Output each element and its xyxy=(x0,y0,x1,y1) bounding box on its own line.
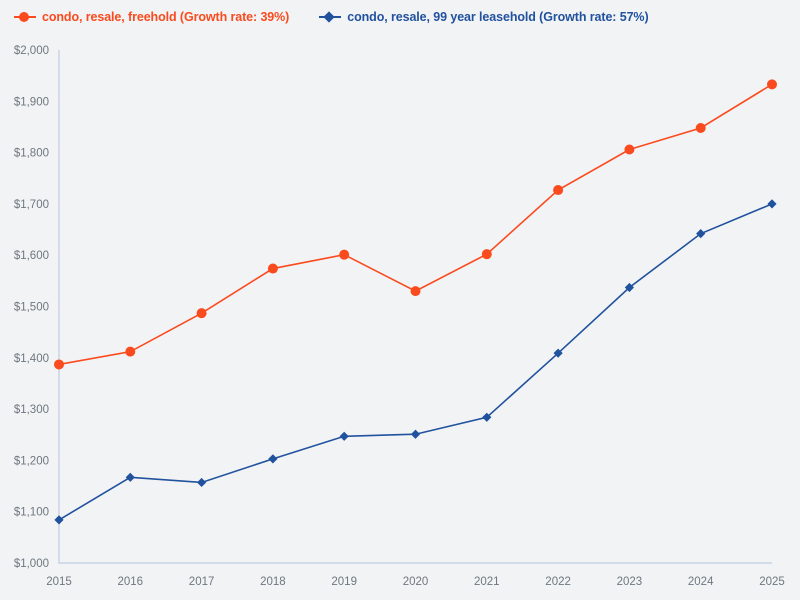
data-point-marker[interactable] xyxy=(268,454,278,464)
y-tick-label: $1,800 xyxy=(14,148,49,160)
data-point-hit-area[interactable] xyxy=(407,282,425,300)
data-point-marker[interactable] xyxy=(767,79,777,90)
series-leasehold xyxy=(50,195,781,529)
data-point-hit-area[interactable] xyxy=(478,408,496,426)
data-point-marker[interactable] xyxy=(624,282,634,293)
series-line xyxy=(58,203,773,521)
y-tick-label: $1,300 xyxy=(14,404,49,416)
x-tick-label: 2019 xyxy=(331,576,357,588)
data-point-marker[interactable] xyxy=(267,263,278,274)
line-chart: $1,000 $1,100 $1,200 $1,300 $1,400 $1,500 $1,6… xyxy=(14,45,785,588)
data-point-marker[interactable] xyxy=(482,412,492,422)
data-point-hit-area[interactable] xyxy=(193,304,211,322)
data-point-marker[interactable] xyxy=(410,429,421,439)
plot-area: $1,000 $1,100 $1,200 $1,300 $1,400 $1,500 $1,6… xyxy=(0,34,800,600)
data-point-hit-area[interactable] xyxy=(763,75,781,93)
legend-label-leasehold: condo, resale, 99 year leasehold (Growth… xyxy=(347,10,649,24)
legend-diamond-marker xyxy=(323,11,335,23)
x-tick-label: 2016 xyxy=(118,576,144,588)
y-tick-label: $2,000 xyxy=(14,45,49,57)
legend-circle-marker xyxy=(19,12,29,22)
data-point-marker[interactable] xyxy=(54,515,64,525)
legend-item-leasehold[interactable]: condo, resale, 99 year leasehold (Growth… xyxy=(319,10,649,24)
data-point-hit-area[interactable] xyxy=(478,245,496,263)
y-tick-label: $1,200 xyxy=(14,455,49,467)
data-point-hit-area[interactable] xyxy=(50,511,68,529)
y-tick-label: $1,400 xyxy=(14,353,49,365)
y-tick-label: $1,500 xyxy=(14,302,49,314)
x-tick-label: 2015 xyxy=(46,576,72,588)
data-point-hit-area[interactable] xyxy=(50,355,68,373)
data-point-hit-area[interactable] xyxy=(264,260,282,278)
data-point-hit-area[interactable] xyxy=(692,225,710,243)
series-line xyxy=(58,83,773,366)
data-point-marker[interactable] xyxy=(54,359,64,370)
data-point-marker[interactable] xyxy=(197,477,207,488)
x-axis-tick-labels: 2015 2016 2017 2018 2019 2020 2021 2022 2023 2024… xyxy=(46,576,785,588)
series-freehold xyxy=(50,75,781,373)
x-tick-label: 2021 xyxy=(474,576,500,588)
data-point-hit-area[interactable] xyxy=(549,344,567,362)
data-point-marker[interactable] xyxy=(624,144,635,155)
y-tick-label: $1,700 xyxy=(14,199,49,211)
axis-lines xyxy=(58,50,772,564)
data-point-marker[interactable] xyxy=(125,472,135,482)
data-point-marker[interactable] xyxy=(196,308,207,319)
data-point-hit-area[interactable] xyxy=(264,450,282,468)
data-point-marker[interactable] xyxy=(481,249,492,260)
legend-line-diamond-icon xyxy=(319,11,342,23)
data-point-marker[interactable] xyxy=(696,229,706,239)
data-point-hit-area[interactable] xyxy=(763,195,781,213)
data-point-marker[interactable] xyxy=(339,249,350,260)
x-tick-label: 2017 xyxy=(189,576,215,588)
data-point-hit-area[interactable] xyxy=(121,343,139,361)
data-point-hit-area[interactable] xyxy=(620,279,638,297)
x-tick-label: 2022 xyxy=(545,576,571,588)
data-point-hit-area[interactable] xyxy=(335,246,353,264)
data-point-marker[interactable] xyxy=(553,185,564,196)
y-axis-tick-labels: $1,000 $1,100 $1,200 $1,300 $1,400 $1,500 $1,6… xyxy=(14,45,49,570)
data-point-marker[interactable] xyxy=(125,346,136,357)
x-tick-label: 2020 xyxy=(403,576,429,588)
y-tick-label: $1,600 xyxy=(14,250,49,262)
data-point-hit-area[interactable] xyxy=(620,141,638,159)
y-tick-label: $1,100 xyxy=(14,507,49,519)
x-tick-label: 2018 xyxy=(260,576,286,588)
data-point-hit-area[interactable] xyxy=(121,468,139,486)
data-point-marker[interactable] xyxy=(767,199,777,209)
data-point-hit-area[interactable] xyxy=(335,427,353,445)
data-point-hit-area[interactable] xyxy=(407,425,425,443)
legend-line-circle-icon xyxy=(14,11,36,23)
y-tick-label: $1,900 xyxy=(14,96,49,108)
data-point-hit-area[interactable] xyxy=(549,181,567,199)
data-point-hit-area[interactable] xyxy=(692,119,710,137)
legend-item-freehold[interactable]: condo, resale, freehold (Growth rate: 39… xyxy=(14,10,289,24)
data-point-hit-area[interactable] xyxy=(193,473,211,491)
x-tick-label: 2025 xyxy=(759,576,785,588)
data-point-marker[interactable] xyxy=(553,348,563,358)
data-point-marker[interactable] xyxy=(410,286,421,297)
y-tick-label: $1,000 xyxy=(14,558,49,570)
data-point-marker[interactable] xyxy=(695,122,706,133)
legend-label-freehold: condo, resale, freehold (Growth rate: 39… xyxy=(42,10,290,24)
x-tick-label: 2023 xyxy=(617,576,643,588)
series-group xyxy=(50,75,781,529)
data-point-marker[interactable] xyxy=(339,431,349,441)
x-tick-label: 2024 xyxy=(688,576,714,588)
chart-legend: condo, resale, freehold (Growth rate: 39… xyxy=(0,0,800,34)
